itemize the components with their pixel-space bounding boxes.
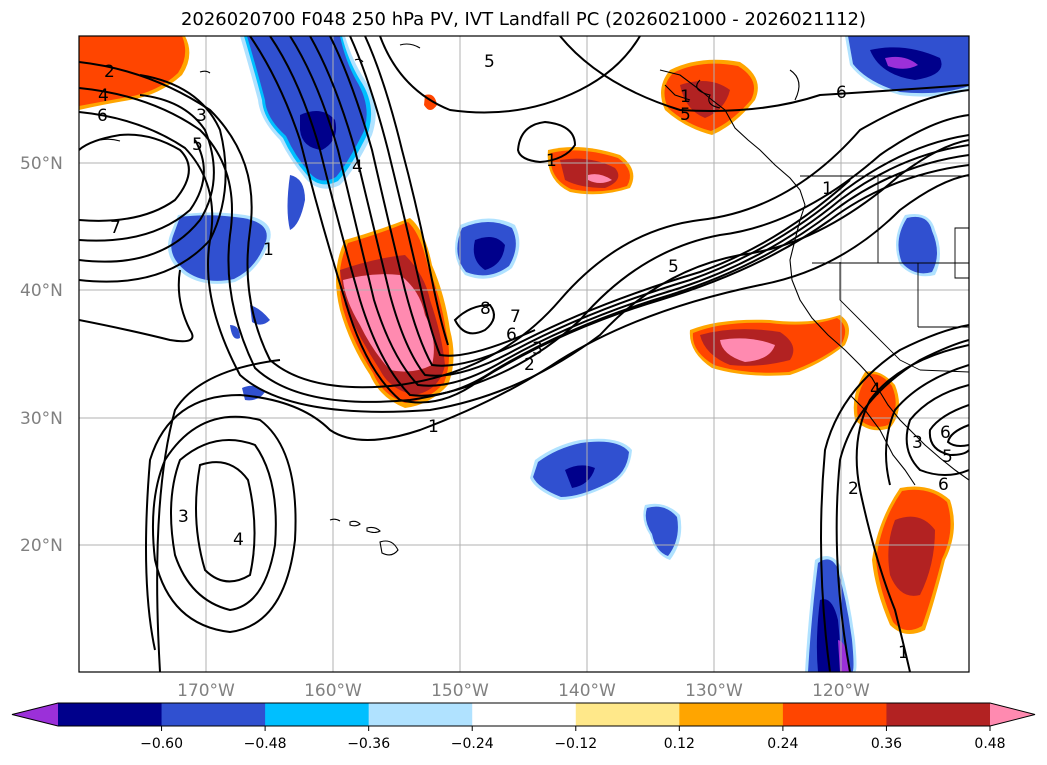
colorbar-tick-label: 0.36 [871,736,902,752]
colorbar-tick-label: −0.48 [244,736,287,752]
contour-label: 1 [546,151,557,171]
contour-label: 6 [97,106,108,126]
lon-label: 150°W [431,681,489,701]
contour-label: 3 [178,507,189,527]
contour-label: 4 [352,157,363,177]
contour-label: 4 [98,86,109,106]
contour-label: 5 [668,257,679,277]
colorbar-tick-label: 0.24 [767,736,798,752]
contour-label: 6 [506,325,517,345]
map-frame [78,35,970,673]
contour-label: 3 [196,106,207,126]
contour-label: 5 [192,135,203,155]
colorbar-outline [11,702,1036,727]
contour-label: 5 [680,105,691,125]
contour-label: 8 [480,299,491,319]
colorbar-segment [161,703,266,726]
map-title: 2026020700 F048 250 hPa PV, IVT Landfall… [180,9,867,30]
contour-label: 2 [104,62,115,82]
colorbar-segment [265,703,370,726]
lon-label: 140°W [558,681,616,701]
lat-label: 20°N [20,536,63,556]
contour-label: 2 [848,479,859,499]
colorbar-tick-label: −0.24 [451,736,494,752]
coastlines [99,43,969,556]
contour-label: 1 [263,240,274,260]
colorbar-extend-high [990,703,1035,726]
colorbar-segment [886,703,991,726]
contour-label: 1 [898,643,909,663]
colorbar-tick-label: −0.60 [140,736,183,752]
colorbar-tick-label: −0.36 [347,736,390,752]
lon-label: 170°W [177,681,235,701]
lon-label: 160°W [304,681,362,701]
colorbar-tick-label: −0.12 [554,736,597,752]
longitude-labels: 170°W 160°W 150°W 140°W 130°W 120°W [177,681,870,701]
colorbar-tick-label: 0.48 [974,736,1005,752]
colorbar-segment [782,703,887,726]
lon-label: 120°W [812,681,870,701]
contour-label: 7 [110,218,121,238]
colorbar-segment [679,703,784,726]
colorbar: −0.60 −0.48 −0.36 −0.24 −0.12 0.12 0.24 0.36 0.4… [11,702,1036,752]
colorbar-segment [575,703,680,726]
lat-label: 30°N [20,409,63,429]
contour-label: 1 [680,87,691,107]
colorbar-tick-label: 0.12 [664,736,695,752]
contour-label: 2 [524,355,535,375]
contour-label: 4 [233,530,244,550]
latitude-labels: 50°N 40°N 30°N 20°N [20,154,63,556]
lat-label: 40°N [20,281,63,301]
colorbar-segment [368,703,473,726]
colorbar-segment [472,703,577,726]
contour-label: 3 [912,433,923,453]
contour-label: 1 [822,179,833,199]
colorbar-segment [58,703,163,726]
contour-label: 6 [938,475,949,495]
contour-label: 6 [836,83,847,103]
contour-labels: 2 4 6 3 5 7 1 4 1 5 1 7 6 8 5 3 2 1 3 4 … [97,52,953,663]
contour-label: 7 [510,307,521,327]
pv-contours [79,36,969,672]
contour-label: 5 [942,447,953,467]
contour-label: 1 [428,417,439,437]
contour-label: 4 [870,380,881,400]
contour-label: 6 [940,423,951,443]
contour-label: 3 [532,339,543,359]
lat-label: 50°N [20,154,63,174]
colorbar-extend-low [12,703,58,726]
contour-label: 5 [484,52,495,72]
lon-label: 130°W [685,681,743,701]
